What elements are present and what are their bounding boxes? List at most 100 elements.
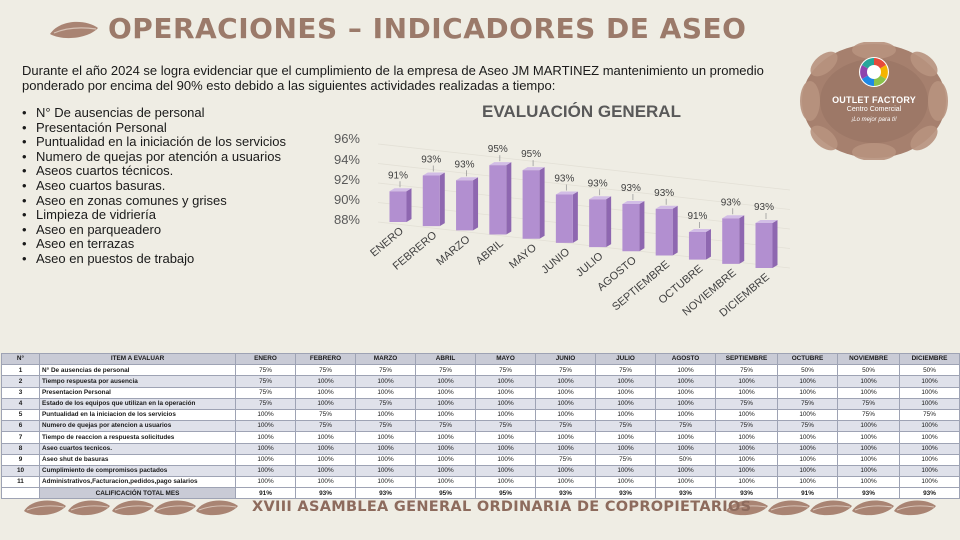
logo-slogan: ¡Lo mejor para ti! (851, 117, 897, 123)
month-score: 100% (535, 408, 596, 422)
month-score: 100% (715, 431, 778, 444)
item-name: N° De ausencias de personal (39, 364, 236, 377)
month-score: 100% (535, 442, 596, 455)
month-score: 100% (837, 420, 900, 433)
month-score: 100% (837, 464, 900, 478)
outlet-factory-logo: OUTLET FACTORY Centro Comercial ¡Lo mejo… (800, 42, 948, 160)
month-score: 75% (535, 453, 596, 466)
month-score: 75% (415, 364, 476, 377)
bar (589, 199, 607, 248)
bar-side (439, 172, 445, 227)
month-score: 100% (595, 386, 656, 399)
leaf-decoration-icon (22, 498, 68, 518)
logo-badge-icon (800, 42, 948, 160)
table-total-row: CALIFICACIÓN TOTAL MES 91% 93% 93% 95% 95% 93%… (1, 487, 960, 500)
month-score: 100% (475, 375, 536, 388)
month-score: 75% (837, 397, 900, 410)
month-score: 100% (535, 464, 596, 478)
col-header-month: NOVIEMBRE (837, 352, 900, 366)
month-score: 75% (235, 397, 296, 410)
month-score: 75% (295, 420, 356, 433)
month-score: 75% (535, 420, 596, 433)
month-score: 100% (899, 464, 960, 478)
month-score: 100% (899, 375, 960, 388)
data-label: 95% (488, 144, 508, 155)
bar (622, 204, 640, 252)
item-name: Presentacion Personal (39, 386, 236, 399)
month-score: 100% (355, 453, 416, 466)
month-score: 100% (475, 442, 536, 455)
month-score: 100% (899, 442, 960, 455)
table-row: 4 Estado de los equipos que utilizan en l… (1, 397, 960, 410)
month-score: 100% (715, 375, 778, 388)
month-score: 100% (715, 464, 778, 478)
x-tick-label: JUNIO (539, 246, 572, 277)
month-score: 100% (655, 397, 716, 410)
month-score: 100% (355, 408, 416, 422)
month-score: 100% (295, 464, 356, 478)
leaf-decoration-icon (152, 498, 198, 518)
month-score: 75% (899, 408, 960, 422)
month-score: 100% (899, 397, 960, 410)
month-score: 75% (777, 397, 838, 410)
grid-line (377, 143, 791, 191)
month-score: 100% (715, 442, 778, 455)
month-score: 100% (777, 375, 838, 388)
col-header-month: FEBRERO (295, 352, 356, 366)
month-score: 100% (355, 464, 416, 478)
bar (722, 218, 740, 264)
month-score: 100% (235, 431, 296, 444)
grid-line (377, 182, 791, 230)
month-score: 100% (295, 453, 356, 466)
bar (688, 231, 706, 260)
data-label: 91% (388, 170, 408, 181)
month-score: 100% (535, 375, 596, 388)
month-score: 100% (535, 431, 596, 444)
bar-side (606, 196, 612, 248)
month-score: 100% (235, 420, 296, 433)
month-score: 100% (415, 397, 476, 410)
row-number: 2 (1, 375, 40, 388)
month-score: 100% (715, 476, 778, 489)
table-header-row: N° ITEM A EVALUAR ENERO FEBRERO MARZO ABRIL MA… (1, 352, 960, 366)
page-title: OPERACIONES – INDICADORES DE ASEO (108, 12, 747, 45)
leaf-decoration-icon (48, 19, 100, 41)
item-name: Aseo cuartos tecnicos. (39, 442, 236, 455)
data-label: 93% (654, 188, 674, 199)
list-item: Aseo cuartos basuras. (22, 178, 322, 194)
bar-top (522, 167, 545, 171)
leaf-decoration-icon (766, 498, 812, 518)
total-label: CALIFICACIÓN TOTAL MES (39, 487, 236, 500)
list-item: Aseos cuartos técnicos. (22, 164, 322, 179)
intro-paragraph: Durante el año 2024 se logra evidenciar … (22, 63, 764, 93)
table-row: 2 Tiempo respuesta por ausencia 75% 100% 10… (1, 375, 960, 388)
month-score: 75% (295, 364, 356, 377)
bar (755, 223, 773, 268)
data-label: 93% (721, 197, 741, 208)
bar (522, 170, 540, 239)
month-score: 100% (595, 442, 656, 455)
bar-top (622, 201, 645, 204)
month-score: 100% (837, 442, 900, 455)
month-score: 100% (475, 476, 536, 489)
month-score: 100% (355, 375, 416, 388)
bar-side (672, 205, 678, 256)
month-score: 75% (777, 420, 838, 433)
month-score: 75% (415, 420, 476, 433)
month-score: 75% (837, 408, 900, 422)
month-score: 100% (595, 464, 656, 478)
month-score: 100% (837, 453, 900, 466)
month-total: 93% (295, 487, 356, 500)
month-score: 100% (655, 442, 716, 455)
footer-text: XVIII ASAMBLEA GENERAL ORDINARIA DE COPR… (252, 499, 752, 515)
total-blank-cell (1, 487, 40, 500)
x-tick-label: JULIO (574, 250, 606, 280)
y-tick-label: 92% (334, 172, 360, 187)
month-score: 100% (295, 397, 356, 410)
month-total: 93% (355, 487, 416, 500)
month-score: 100% (899, 476, 960, 489)
month-total: 93% (899, 487, 960, 500)
bar-top (722, 215, 745, 219)
month-score: 100% (475, 431, 536, 444)
row-number: 5 (1, 408, 40, 422)
